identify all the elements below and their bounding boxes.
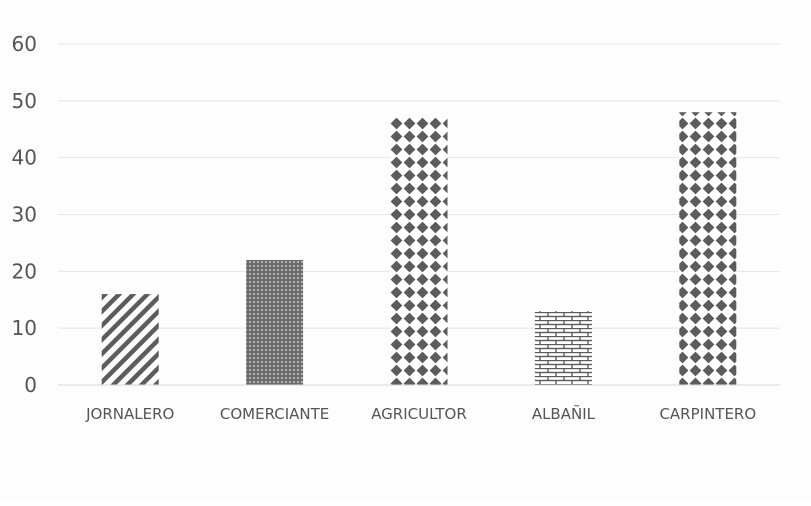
y-tick-label: 50 xyxy=(12,89,37,113)
x-axis-category-labels: JORNALERO COMERCIANTE AGRICULTOR ALBAÑIL CAR… xyxy=(85,404,756,423)
y-tick-label: 60 xyxy=(12,32,37,56)
bar-comerciante xyxy=(246,259,304,385)
y-tick-label: 10 xyxy=(12,316,37,340)
y-tick-label: 0 xyxy=(24,373,37,397)
y-tick-label: 30 xyxy=(12,203,37,227)
y-tick-label: 40 xyxy=(12,146,37,170)
x-tick-label: ALBAÑIL xyxy=(532,404,596,423)
bar-albanil xyxy=(534,311,592,385)
x-tick-label: AGRICULTOR xyxy=(371,405,467,423)
x-tick-label: JORNALERO xyxy=(85,405,174,423)
x-tick-label: CARPINTERO xyxy=(659,405,756,423)
y-tick-label: 20 xyxy=(12,259,37,283)
bar-carpintero xyxy=(679,112,737,385)
x-tick-label: COMERCIANTE xyxy=(220,405,329,423)
bar-jornalero xyxy=(101,294,159,385)
bar-agricultor xyxy=(390,117,448,385)
bars xyxy=(101,112,737,385)
y-axis-tick-labels: 0 10 20 30 40 50 60 xyxy=(12,32,37,397)
